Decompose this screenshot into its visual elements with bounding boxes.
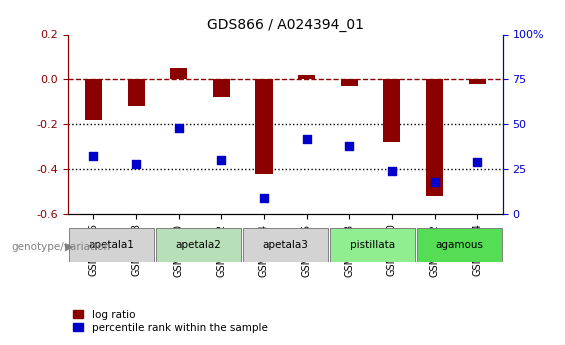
Point [217,157,226,163]
Bar [170,68,187,79]
Point [473,159,482,165]
Point [259,195,268,200]
Text: apetala3: apetala3 [262,240,308,250]
Point [388,168,397,174]
FancyBboxPatch shape [417,228,502,262]
Point [89,154,98,159]
Bar [128,79,145,106]
Text: ▶: ▶ [65,242,73,252]
Text: agamous: agamous [436,240,483,250]
Bar [298,75,315,79]
Text: genotype/variation: genotype/variation [11,242,110,252]
Bar [469,79,486,84]
Bar [384,79,401,142]
Bar [255,79,272,174]
FancyBboxPatch shape [330,228,415,262]
Bar [426,79,443,196]
Bar [85,79,102,120]
FancyBboxPatch shape [156,228,241,262]
Bar [341,79,358,86]
Text: apetala2: apetala2 [175,240,221,250]
Point [430,179,439,184]
FancyBboxPatch shape [69,228,154,262]
Bar [213,79,230,97]
Point [132,161,141,166]
Text: pistillata: pistillata [350,240,395,250]
Title: GDS866 / A024394_01: GDS866 / A024394_01 [207,18,364,32]
FancyBboxPatch shape [243,228,328,262]
Point [302,136,311,141]
Legend: log ratio, percentile rank within the sample: log ratio, percentile rank within the sa… [73,310,268,333]
Text: apetala1: apetala1 [88,240,134,250]
Point [345,143,354,148]
Point [174,125,183,130]
